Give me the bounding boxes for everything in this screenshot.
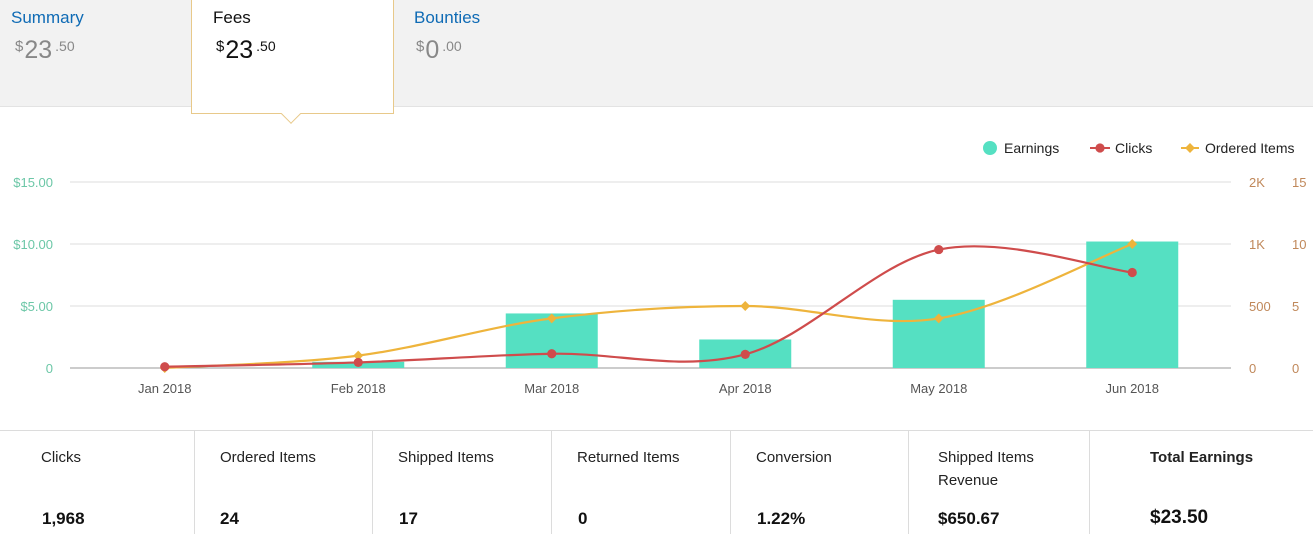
- clicks-point: [934, 244, 944, 255]
- tab-fees-amount: $23.50: [216, 36, 276, 65]
- ordered-items-point: [546, 313, 557, 324]
- stats-summary: Clicks 1,968 Ordered Items 24 Shipped It…: [0, 430, 1313, 534]
- y-tick-label-left: 0: [46, 361, 53, 376]
- amount-whole: 23: [24, 36, 53, 64]
- clicks-point: [740, 349, 750, 359]
- y-tick-label-right-items: 15: [1292, 175, 1306, 190]
- legend-clicks-icon: [1095, 143, 1105, 153]
- y-tick-label-right-items: 10: [1292, 237, 1306, 252]
- amount-cents: .50: [256, 38, 276, 54]
- stat-divider: [551, 431, 552, 534]
- legend-earnings-icon: [983, 141, 997, 155]
- y-tick-label-right-items: 0: [1292, 361, 1299, 376]
- y-tick-label-right-items: 5: [1292, 299, 1299, 314]
- earnings-chart: 0 0 0 $5.00 500 5 $10.00 1K 10 $15.00 2K 15 Jan 2018…: [13, 140, 1306, 396]
- x-tick-label: Apr 2018: [719, 381, 772, 396]
- x-tick-label: Mar 2018: [524, 381, 579, 396]
- stat-label: Clicks: [41, 449, 81, 466]
- stat-returned-items: Returned Items 0: [552, 431, 730, 534]
- stat-label: Shipped Items: [398, 449, 494, 466]
- amount-whole: 0: [425, 36, 440, 64]
- tab-summary-amount: $23.50: [15, 36, 75, 65]
- tab-bounties[interactable]: Bounties $0.00: [394, 0, 594, 107]
- tab-fees-title[interactable]: Fees: [213, 8, 251, 27]
- stat-value: $23.50: [1150, 507, 1209, 528]
- x-tick-label: May 2018: [910, 381, 967, 396]
- legend-earnings-label: Earnings: [1004, 140, 1059, 156]
- ordered-items-point: [740, 301, 751, 311]
- currency-symbol: $: [15, 38, 24, 55]
- stat-value: 1.22%: [757, 509, 806, 528]
- x-tick-label: Feb 2018: [331, 381, 386, 396]
- ordered-items-point: [1127, 239, 1138, 249]
- stat-divider: [908, 431, 909, 534]
- stat-label: Ordered Items: [220, 449, 316, 466]
- legend-ordered-items-label: Ordered Items: [1205, 140, 1294, 156]
- stat-value: $650.67: [938, 509, 1000, 528]
- stat-divider: [372, 431, 373, 534]
- y-tick-label-right-clicks: 2K: [1249, 175, 1265, 190]
- y-tick-label-right-clicks: 1K: [1249, 237, 1265, 252]
- clicks-point: [1127, 267, 1137, 278]
- clicks-point: [160, 362, 170, 372]
- legend-ordered-items-icon: [1185, 143, 1195, 153]
- tab-fees[interactable]: Fees $23.50: [191, 0, 394, 124]
- amount-whole: 23: [225, 36, 254, 64]
- stat-conversion: Conversion 1.22%: [731, 431, 908, 534]
- stat-value: 24: [220, 509, 239, 528]
- amount-cents: .50: [55, 38, 75, 54]
- stat-label: Conversion: [756, 449, 832, 466]
- tab-summary-title[interactable]: Summary: [11, 8, 84, 27]
- clicks-point: [547, 349, 557, 359]
- tab-bounties-title[interactable]: Bounties: [414, 8, 481, 27]
- stat-value: 0: [578, 509, 588, 528]
- x-tick-label: Jan 2018: [138, 381, 192, 396]
- stat-label: Returned Items: [577, 449, 680, 466]
- stat-label: Total Earnings: [1150, 449, 1254, 466]
- stat-value: 1,968: [42, 509, 85, 528]
- y-tick-label-right-clicks: 500: [1249, 299, 1271, 314]
- ordered-items-point: [933, 313, 944, 324]
- stat-shipped-items: Shipped Items 17: [373, 431, 551, 534]
- y-tick-label-right-clicks: 0: [1249, 361, 1256, 376]
- x-tick-label: Jun 2018: [1106, 381, 1160, 396]
- tab-summary[interactable]: Summary $23.50: [0, 0, 191, 107]
- y-tick-label-left: $10.00: [13, 237, 53, 252]
- currency-symbol: $: [216, 38, 225, 55]
- y-tick-label-left: $5.00: [20, 299, 53, 314]
- tab-bounties-amount: $0.00: [416, 36, 462, 65]
- stat-value: 17: [399, 509, 418, 528]
- stat-ordered-items: Ordered Items 24: [195, 431, 372, 534]
- earnings-bar: [1086, 241, 1179, 368]
- stat-shipped-items-revenue: Shipped Items Revenue $650.67: [909, 431, 1089, 534]
- legend-clicks-label: Clicks: [1115, 140, 1152, 156]
- stat-divider: [1089, 431, 1090, 534]
- currency-symbol: $: [416, 38, 425, 55]
- stat-label: Shipped Items Revenue: [938, 449, 1034, 489]
- stat-divider: [194, 431, 195, 534]
- stat-total-earnings: Total Earnings $23.50: [1090, 431, 1313, 534]
- clicks-line: [164, 245, 1133, 368]
- ordered-items-line: [164, 242, 1133, 370]
- stat-clicks: Clicks 1,968: [0, 431, 194, 534]
- y-tick-label-left: $15.00: [13, 175, 53, 190]
- amount-cents: .00: [442, 38, 462, 54]
- stat-divider: [730, 431, 731, 534]
- clicks-point: [353, 357, 363, 368]
